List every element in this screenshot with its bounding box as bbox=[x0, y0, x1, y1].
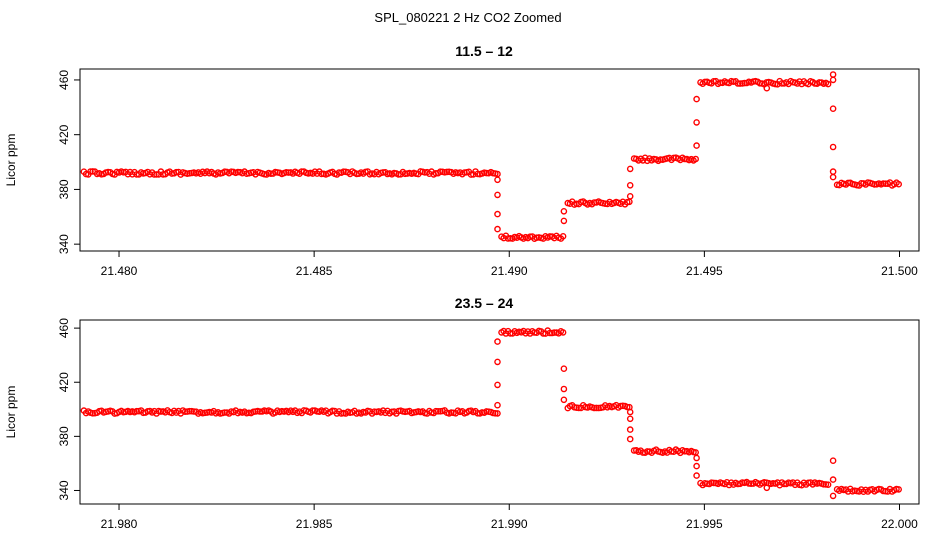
data-point bbox=[494, 225, 501, 233]
y-tick-label: 460 bbox=[57, 318, 71, 338]
data-point bbox=[693, 462, 700, 470]
data-point bbox=[829, 476, 837, 483]
x-tick-label: 21.990 bbox=[491, 517, 528, 531]
data-point bbox=[829, 492, 837, 500]
data-point bbox=[494, 401, 501, 409]
data-point bbox=[318, 170, 325, 178]
data-series bbox=[80, 71, 903, 242]
data-point bbox=[560, 365, 568, 373]
chart-panel-top: 11.5 – 12 Licor ppm 21.480 21.485 21.490 21… bbox=[4, 43, 920, 278]
x-tick-label: 21.485 bbox=[296, 264, 333, 278]
data-point bbox=[829, 457, 837, 465]
data-point bbox=[494, 358, 501, 366]
data-point bbox=[494, 191, 501, 199]
x-tick-label: 21.490 bbox=[491, 264, 528, 278]
x-tick-label: 21.480 bbox=[101, 264, 138, 278]
data-point bbox=[546, 329, 554, 337]
x-tick-label: 21.985 bbox=[296, 517, 333, 531]
data-point bbox=[829, 71, 837, 78]
chart-title: 23.5 – 24 bbox=[455, 295, 514, 311]
data-point bbox=[186, 407, 193, 415]
data-point bbox=[494, 338, 501, 345]
data-point bbox=[693, 95, 700, 103]
y-tick-label: 340 bbox=[57, 234, 71, 254]
data-point bbox=[153, 171, 160, 178]
data-point bbox=[693, 119, 700, 126]
x-tick-label: 21.500 bbox=[881, 264, 918, 278]
data-point bbox=[693, 472, 700, 479]
data-point bbox=[443, 168, 451, 176]
y-tick-label: 460 bbox=[57, 70, 71, 90]
x-tick-label: 21.980 bbox=[101, 517, 138, 531]
data-point bbox=[829, 168, 837, 175]
data-point bbox=[559, 232, 567, 240]
data-point bbox=[824, 80, 832, 88]
data-point bbox=[540, 330, 547, 337]
data-point bbox=[626, 426, 634, 433]
data-point bbox=[657, 156, 664, 163]
data-point bbox=[590, 404, 598, 412]
data-point bbox=[895, 180, 903, 188]
data-point bbox=[494, 381, 501, 389]
data-point bbox=[763, 84, 771, 92]
x-tick-label: 21.995 bbox=[686, 517, 723, 531]
data-point bbox=[494, 176, 501, 184]
data-point bbox=[626, 435, 634, 443]
data-point bbox=[693, 142, 700, 149]
data-point bbox=[494, 410, 501, 417]
data-point bbox=[560, 385, 568, 393]
data-point bbox=[829, 143, 837, 151]
x-tick-label: 21.495 bbox=[686, 264, 723, 278]
data-point bbox=[734, 80, 742, 87]
data-point bbox=[626, 181, 634, 189]
data-point bbox=[150, 171, 158, 178]
data-point bbox=[626, 192, 634, 200]
data-point bbox=[829, 173, 837, 181]
y-axis-label: Licor ppm bbox=[4, 386, 18, 439]
y-tick-label: 420 bbox=[57, 124, 71, 144]
data-point bbox=[824, 481, 832, 489]
data-point bbox=[340, 168, 347, 175]
data-point bbox=[829, 105, 837, 112]
data-point bbox=[820, 480, 828, 488]
chart-title: 11.5 – 12 bbox=[455, 43, 513, 59]
y-tick-label: 420 bbox=[57, 372, 71, 392]
chart-panel-bottom: 23.5 – 24 Licor ppm 21.980 21.985 21.990 21… bbox=[4, 295, 920, 531]
data-point bbox=[89, 409, 96, 417]
data-point bbox=[436, 168, 444, 175]
y-tick-label: 380 bbox=[57, 426, 71, 446]
data-point bbox=[434, 407, 442, 415]
data-point bbox=[693, 454, 700, 462]
y-tick-label: 380 bbox=[57, 179, 71, 199]
data-point bbox=[87, 168, 94, 175]
data-point bbox=[559, 329, 567, 336]
data-point bbox=[494, 210, 501, 218]
data-point bbox=[133, 407, 140, 415]
data-point bbox=[626, 415, 634, 423]
data-point bbox=[491, 409, 499, 417]
data-point bbox=[593, 404, 600, 412]
data-point bbox=[626, 165, 634, 173]
data-point bbox=[626, 408, 634, 416]
data-point bbox=[560, 396, 568, 404]
figure-title: SPL_080221 2 Hz CO2 Zoomed bbox=[374, 10, 561, 25]
data-series bbox=[80, 327, 903, 500]
y-axis-label: Licor ppm bbox=[4, 134, 18, 187]
data-point bbox=[895, 486, 903, 493]
data-point bbox=[829, 76, 837, 84]
data-point bbox=[763, 484, 771, 492]
data-point bbox=[692, 155, 700, 163]
data-point bbox=[560, 207, 568, 215]
plot-frame bbox=[79, 319, 920, 505]
data-point bbox=[560, 217, 568, 225]
data-point bbox=[432, 407, 440, 415]
y-tick-label: 340 bbox=[57, 480, 71, 500]
plot-frame bbox=[79, 68, 920, 252]
data-point bbox=[181, 408, 189, 416]
x-tick-label: 22.000 bbox=[881, 517, 918, 531]
data-point bbox=[551, 329, 558, 336]
